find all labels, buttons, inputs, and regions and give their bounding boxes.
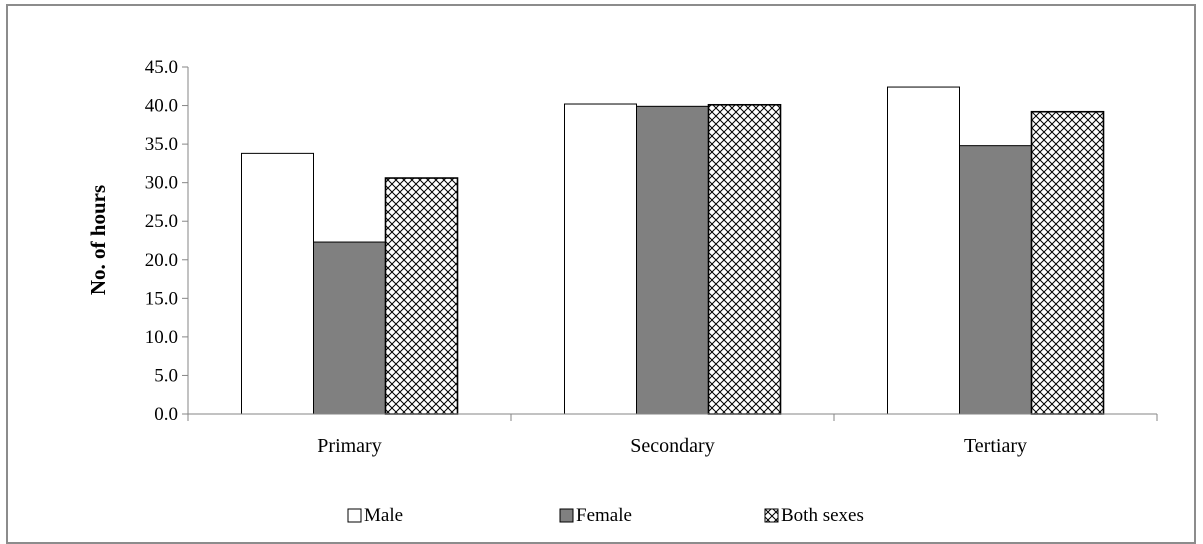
legend-swatch xyxy=(764,508,779,523)
y-tick-label: 25.0 xyxy=(145,211,178,232)
x-tick-label: Secondary xyxy=(630,435,714,457)
y-tick-label: 5.0 xyxy=(154,365,178,386)
bars xyxy=(241,86,1105,415)
bar-both-sexes-tertiary xyxy=(1030,110,1105,415)
y-tick-label: 10.0 xyxy=(145,327,178,348)
legend: Male Female Both sexes xyxy=(347,505,864,526)
y-tick-label: 45.0 xyxy=(145,57,178,78)
legend-swatch xyxy=(347,508,362,523)
y-tick-label: 35.0 xyxy=(145,134,178,155)
x-tick-label: Primary xyxy=(317,435,381,457)
y-tick-label: 0.0 xyxy=(154,404,178,425)
bar-female-secondary xyxy=(636,105,709,415)
bar-both-sexes-secondary xyxy=(707,103,782,415)
bar-female-tertiary xyxy=(959,145,1032,415)
x-axis: Primary Secondary Tertiary xyxy=(187,413,1158,457)
bar-both-sexes-primary xyxy=(384,177,459,415)
y-axis: 0.0 5.0 10.0 15.0 20.0 25.0 30.0 35.0 40.0 45.0 xyxy=(145,57,189,425)
bar-male-secondary xyxy=(564,103,637,415)
legend-label: Female xyxy=(576,505,632,526)
x-tick-label: Tertiary xyxy=(964,435,1027,457)
y-tick-label: 15.0 xyxy=(145,288,178,309)
legend-swatch xyxy=(559,508,574,523)
legend-label: Male xyxy=(364,505,403,526)
bar-chart: No. of hours 0.0 5.0 10.0 15.0 20.0 25.0 30.0 3… xyxy=(86,57,1158,526)
bar-male-tertiary xyxy=(887,86,960,415)
y-tick-label: 40.0 xyxy=(145,96,178,117)
y-tick-label: 30.0 xyxy=(145,173,178,194)
y-axis-title: No. of hours xyxy=(86,185,110,295)
bar-male-primary xyxy=(241,152,314,415)
bar-female-primary xyxy=(313,241,386,415)
y-tick-label: 20.0 xyxy=(145,250,178,271)
legend-label: Both sexes xyxy=(781,505,864,526)
